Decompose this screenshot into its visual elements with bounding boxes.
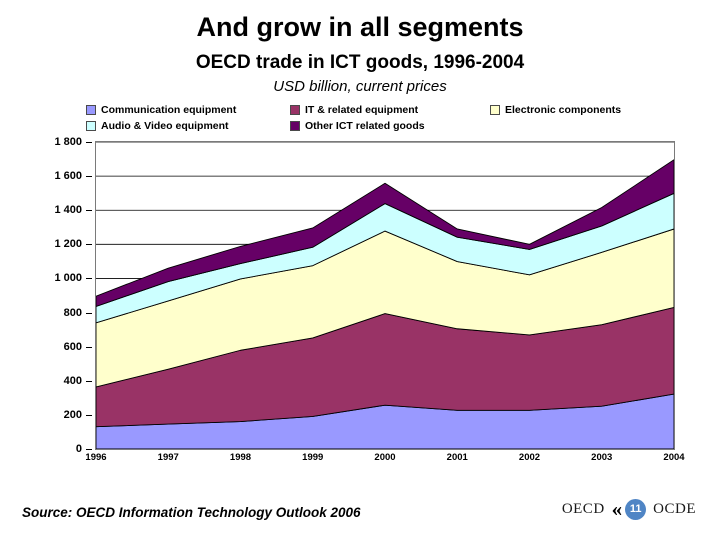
y-axis-tick-mark	[86, 278, 92, 280]
x-axis-tick-label: 1997	[157, 452, 179, 463]
legend-item-label: Electronic components	[505, 104, 622, 116]
legend-swatch-icon	[86, 121, 96, 131]
y-axis-tick-label: 200	[63, 408, 82, 421]
y-axis-tick-mark	[86, 312, 92, 314]
x-axis-tick-label: 2000	[374, 452, 396, 463]
stacked-area-chart	[96, 142, 674, 449]
x-axis-tick-label: 2002	[518, 452, 541, 463]
y-axis-tick-mark	[86, 449, 92, 450]
chart-subtitle: USD billion, current prices	[273, 78, 447, 95]
legend-item-it-related-equipment[interactable]: IT & related equipment	[290, 104, 418, 116]
y-axis-tick-mark	[86, 210, 92, 212]
y-axis-tick-mark	[86, 380, 92, 382]
legend-item-label: IT & related equipment	[305, 104, 419, 116]
y-axis-tick-mark	[86, 346, 92, 348]
legend-swatch-icon	[290, 105, 300, 115]
x-axis-tick-label: 1996	[85, 452, 107, 463]
oecd-logo: OECD « 11 OCDE	[562, 496, 696, 522]
legend-item-label: Communication equipment	[101, 104, 237, 116]
y-axis-tick-label: 0	[75, 443, 82, 455]
source-note: Source: OECD Information Technology Outl…	[22, 505, 361, 520]
y-axis-tick-label: 600	[63, 340, 82, 353]
y-axis-tick-mark	[86, 244, 92, 246]
y-axis-tick-label: 1 000	[54, 272, 82, 285]
legend-item-electronic-components[interactable]: Electronic components	[490, 104, 621, 116]
legend-item-label: Audio & Video equipment	[101, 120, 229, 132]
y-axis-tick-mark	[86, 414, 92, 416]
legend-swatch-icon	[86, 105, 96, 115]
x-axis-tick-label: 2004	[663, 452, 685, 463]
y-axis-tick-label: 1 600	[54, 170, 82, 183]
chart-title: OECD trade in ICT goods, 1996-2004	[195, 52, 525, 73]
legend-item-label: Other ICT related goods	[305, 120, 425, 132]
legend-item-audio-video-equipment[interactable]: Audio & Video equipment	[86, 120, 229, 132]
legend-swatch-icon	[290, 121, 300, 131]
y-axis: 0 200 400 600 800 1 000 1 200 1 400 1 600 1 800	[20, 136, 92, 455]
legend-swatch-icon	[490, 105, 500, 115]
legend-item-other-ict-related-goods[interactable]: Other ICT related goods	[290, 120, 425, 132]
chart-legend: Communication equipment Audio & Video eq…	[86, 104, 686, 138]
y-axis-tick-label: 1 400	[54, 204, 82, 217]
logo-text-oecd: OECD	[561, 500, 605, 517]
x-axis-tick-label: 2001	[446, 452, 468, 463]
legend-item-communication-equipment[interactable]: Communication equipment	[86, 104, 236, 116]
y-axis-tick-mark	[86, 176, 92, 178]
x-axis-tick-label: 1998	[229, 452, 252, 463]
logo-text-ocde: OCDE	[653, 500, 696, 517]
page-number-badge: 11	[625, 498, 647, 520]
y-axis-tick-label: 1 200	[54, 238, 82, 251]
page-title: And grow in all segments	[196, 12, 524, 42]
y-axis-tick-label: 1 800	[54, 136, 82, 148]
area-series-other-ict-related-goods	[96, 159, 674, 307]
y-axis-tick-mark	[86, 142, 92, 143]
x-axis: 1996 1997 1998 1999 2000 2001 2002 2003 2004	[85, 452, 684, 470]
chevron-left-icon: «	[611, 496, 623, 521]
x-axis-tick-label: 1999	[302, 452, 324, 463]
chart-plot-area	[95, 141, 675, 450]
y-axis-tick-label: 800	[63, 306, 82, 319]
x-axis-tick-label: 2003	[591, 452, 613, 463]
y-axis-tick-label: 400	[63, 374, 82, 387]
